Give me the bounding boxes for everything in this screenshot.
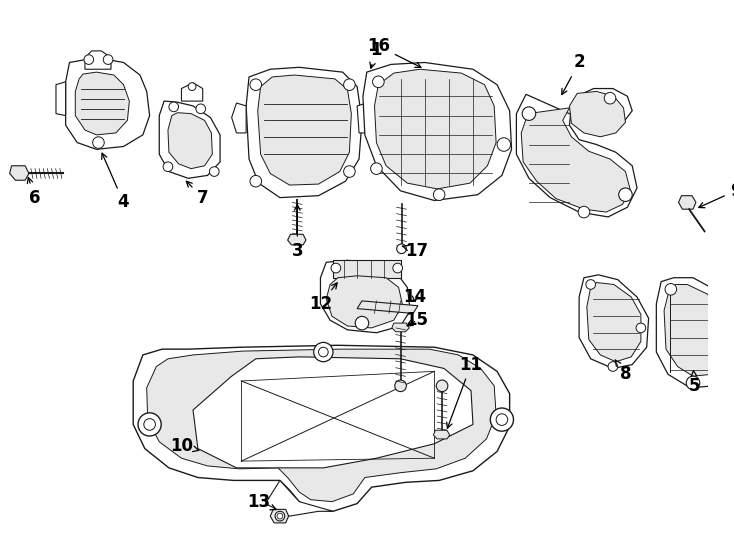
Polygon shape (521, 108, 631, 212)
Circle shape (496, 414, 508, 426)
Polygon shape (656, 278, 734, 388)
Circle shape (250, 79, 261, 91)
Text: 8: 8 (615, 360, 631, 383)
Circle shape (433, 189, 445, 200)
Polygon shape (363, 63, 512, 200)
Circle shape (319, 347, 328, 357)
Circle shape (395, 380, 407, 392)
Polygon shape (168, 113, 212, 168)
Circle shape (720, 284, 732, 295)
Polygon shape (579, 275, 649, 368)
Text: 13: 13 (247, 492, 276, 511)
Circle shape (636, 323, 646, 333)
Text: 1: 1 (370, 41, 382, 68)
Polygon shape (664, 285, 728, 376)
Circle shape (344, 166, 355, 177)
Circle shape (144, 418, 156, 430)
Circle shape (138, 413, 161, 436)
Text: 14: 14 (404, 288, 426, 306)
Polygon shape (357, 301, 418, 313)
Polygon shape (270, 509, 288, 523)
Text: 5: 5 (689, 370, 701, 395)
Bar (333, 260, 401, 278)
Polygon shape (193, 357, 473, 468)
Polygon shape (246, 68, 362, 198)
Polygon shape (10, 166, 29, 180)
Text: 11: 11 (447, 356, 482, 428)
Circle shape (331, 263, 341, 273)
Polygon shape (159, 101, 220, 178)
Polygon shape (147, 349, 496, 502)
Polygon shape (326, 276, 402, 328)
Circle shape (393, 263, 402, 273)
Polygon shape (374, 69, 496, 189)
Polygon shape (570, 91, 625, 137)
Text: 3: 3 (291, 205, 303, 260)
Circle shape (196, 104, 206, 113)
Circle shape (490, 408, 514, 431)
Polygon shape (266, 481, 333, 516)
Circle shape (373, 76, 384, 87)
Text: 9: 9 (699, 182, 734, 208)
Circle shape (371, 163, 382, 174)
Polygon shape (56, 82, 65, 116)
Text: 16: 16 (367, 37, 421, 68)
Polygon shape (678, 195, 696, 209)
Text: 10: 10 (170, 437, 199, 455)
Polygon shape (321, 260, 410, 333)
Circle shape (84, 55, 94, 64)
Circle shape (578, 206, 589, 218)
Text: 17: 17 (402, 242, 429, 260)
Circle shape (686, 376, 700, 390)
Polygon shape (587, 282, 641, 362)
Polygon shape (232, 103, 246, 133)
Polygon shape (85, 51, 111, 69)
Circle shape (250, 176, 261, 187)
Circle shape (313, 342, 333, 362)
Polygon shape (65, 58, 150, 150)
Circle shape (103, 55, 113, 64)
Circle shape (277, 513, 283, 519)
Circle shape (355, 316, 368, 330)
Circle shape (396, 244, 407, 254)
Polygon shape (181, 83, 203, 101)
Circle shape (188, 83, 196, 91)
Circle shape (586, 280, 595, 289)
Circle shape (619, 188, 632, 201)
Polygon shape (433, 430, 450, 439)
Polygon shape (392, 323, 410, 332)
Polygon shape (357, 103, 371, 133)
Circle shape (604, 92, 616, 104)
Circle shape (522, 107, 536, 120)
Circle shape (665, 284, 677, 295)
Text: 15: 15 (405, 311, 429, 329)
Text: 7: 7 (186, 181, 208, 207)
Circle shape (92, 137, 104, 148)
Text: 6: 6 (27, 178, 40, 207)
Circle shape (608, 362, 618, 372)
Circle shape (209, 167, 219, 177)
Text: 4: 4 (102, 153, 129, 212)
Circle shape (163, 162, 172, 172)
Polygon shape (76, 72, 129, 135)
Polygon shape (517, 89, 637, 217)
Text: 12: 12 (309, 283, 337, 313)
Circle shape (497, 138, 511, 151)
Circle shape (344, 79, 355, 91)
Polygon shape (133, 345, 509, 511)
Text: 2: 2 (562, 53, 585, 94)
Circle shape (275, 511, 285, 521)
Circle shape (169, 102, 178, 112)
Polygon shape (258, 75, 352, 185)
Polygon shape (288, 234, 306, 245)
Circle shape (436, 380, 448, 392)
